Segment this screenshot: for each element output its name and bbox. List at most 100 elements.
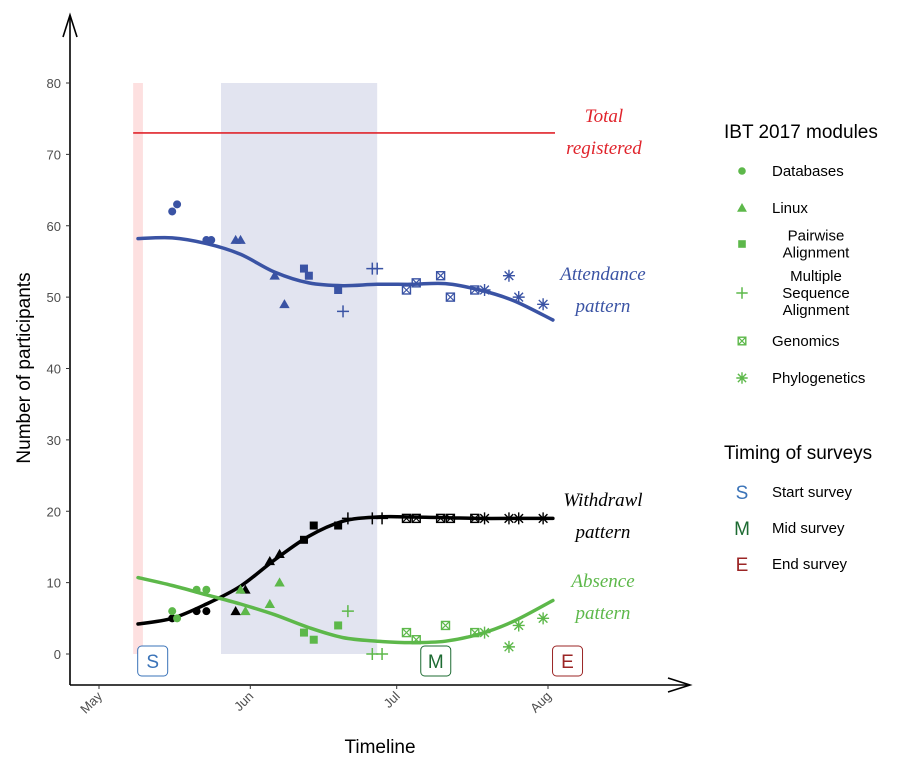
y-tick-label: 50 xyxy=(47,290,61,305)
attendance-point xyxy=(371,262,384,275)
attendance-point xyxy=(401,285,412,295)
legend-survey-label: Mid survey xyxy=(772,520,845,537)
background-bands xyxy=(133,83,555,654)
legend-survey-label: End survey xyxy=(772,556,848,573)
absence-trend-line xyxy=(136,575,555,645)
absence-point xyxy=(334,621,343,630)
attendance-point xyxy=(478,283,491,296)
absence-point xyxy=(192,585,201,594)
legend-marker-boxx xyxy=(737,336,747,346)
attendance-point xyxy=(435,271,446,281)
withdrawl-point xyxy=(264,556,276,566)
attendance-point xyxy=(207,236,216,245)
legend-label: Linux xyxy=(772,200,808,217)
withdrawl-point xyxy=(192,607,201,616)
withdrawl-point xyxy=(435,513,446,524)
attendance-point xyxy=(411,278,421,288)
legend-survey-letter: S xyxy=(736,483,749,504)
absence-point xyxy=(478,626,491,639)
data-points xyxy=(168,200,550,660)
attendance-point xyxy=(337,305,350,318)
absence-point xyxy=(299,628,308,637)
x-axis-title: Timeline xyxy=(344,737,415,757)
absence-point xyxy=(440,620,451,631)
y-axis-title: Number of participants xyxy=(14,272,35,463)
legend-marker-circle xyxy=(738,167,746,175)
attendance-point xyxy=(279,299,290,309)
withdrawl-point xyxy=(274,548,285,558)
x-axis-arrow xyxy=(667,677,693,693)
svg-text:E: E xyxy=(561,652,574,673)
withdrawl-point xyxy=(512,512,525,525)
y-tick-label: 40 xyxy=(47,362,61,377)
withdrawl-point xyxy=(478,512,491,525)
legend-surveys-title: Timing of surveys xyxy=(724,443,872,464)
legend-survey-letter: E xyxy=(736,555,749,576)
attendance-point xyxy=(502,269,515,282)
withdrawl-point xyxy=(411,513,421,524)
start-band xyxy=(133,83,143,654)
x-tick-label: May xyxy=(77,688,105,716)
withdrawl-point xyxy=(445,513,456,524)
attendance-annotation: Attendance pattern xyxy=(558,264,645,317)
x-tick-label: Aug xyxy=(527,689,554,716)
withdrawl-point xyxy=(341,512,354,525)
x-tick-label: Jul xyxy=(380,688,402,710)
legend-marker-star xyxy=(736,372,748,384)
attendance-point xyxy=(168,207,177,216)
total-annotation: Total registered xyxy=(566,106,642,159)
y-tick-label: 20 xyxy=(47,504,61,519)
y-axis-arrow xyxy=(62,12,78,38)
withdrawl-point xyxy=(309,521,318,530)
y-tick-label: 60 xyxy=(47,219,61,234)
legend-survey-letter: M xyxy=(734,519,750,540)
attendance-point xyxy=(235,234,246,244)
attendance-point xyxy=(445,292,456,302)
absence-point xyxy=(264,598,276,608)
withdrawl-point xyxy=(376,512,389,525)
legend-label: Databases xyxy=(772,163,844,180)
absence-point xyxy=(512,619,525,632)
attendance-point xyxy=(304,271,313,280)
survey-marker-E: E xyxy=(552,645,584,677)
annotations: Total registered Attendance pattern Withdraw… xyxy=(558,106,645,624)
absence-point xyxy=(235,584,246,594)
legend: IBT 2017 modules Databases Linux Pairwise Al… xyxy=(724,122,878,576)
module-band xyxy=(221,83,378,654)
withdrawl-point xyxy=(202,607,211,616)
y-tick-label: 80 xyxy=(47,76,61,91)
survey-marker-S: S xyxy=(137,645,169,677)
absence-point xyxy=(401,627,412,638)
attendance-point xyxy=(269,270,280,280)
withdrawl-annotation: Withdrawl pattern xyxy=(563,490,642,543)
absence-point xyxy=(502,640,515,653)
withdrawl-point xyxy=(502,512,515,525)
absence-point xyxy=(274,577,285,587)
absence-point xyxy=(309,635,318,644)
withdrawl-point xyxy=(230,605,241,616)
x-tick-label: Jun xyxy=(231,689,256,714)
legend-survey-label: Start survey xyxy=(772,484,853,501)
absence-point xyxy=(240,605,251,616)
attendance-point xyxy=(299,264,308,273)
legend-modules-title: IBT 2017 modules xyxy=(724,122,878,143)
svg-text:M: M xyxy=(428,652,444,673)
attendance-point xyxy=(334,285,343,294)
survey-marker-M: M xyxy=(420,645,452,677)
absence-point xyxy=(202,585,211,594)
legend-marker-square xyxy=(738,240,746,248)
absence-point xyxy=(168,607,177,616)
absence-point xyxy=(173,614,182,623)
absence-point xyxy=(537,612,550,625)
withdrawl-point xyxy=(334,521,343,530)
legend-label: Genomics xyxy=(772,333,840,350)
y-tick-label: 10 xyxy=(47,576,61,591)
absence-point xyxy=(376,648,389,660)
svg-text:S: S xyxy=(146,652,159,673)
y-tick-label: 70 xyxy=(47,147,61,162)
legend-label: Pairwise Alignment xyxy=(783,228,851,262)
withdrawl-point xyxy=(537,512,550,525)
withdrawl-point xyxy=(299,535,308,544)
